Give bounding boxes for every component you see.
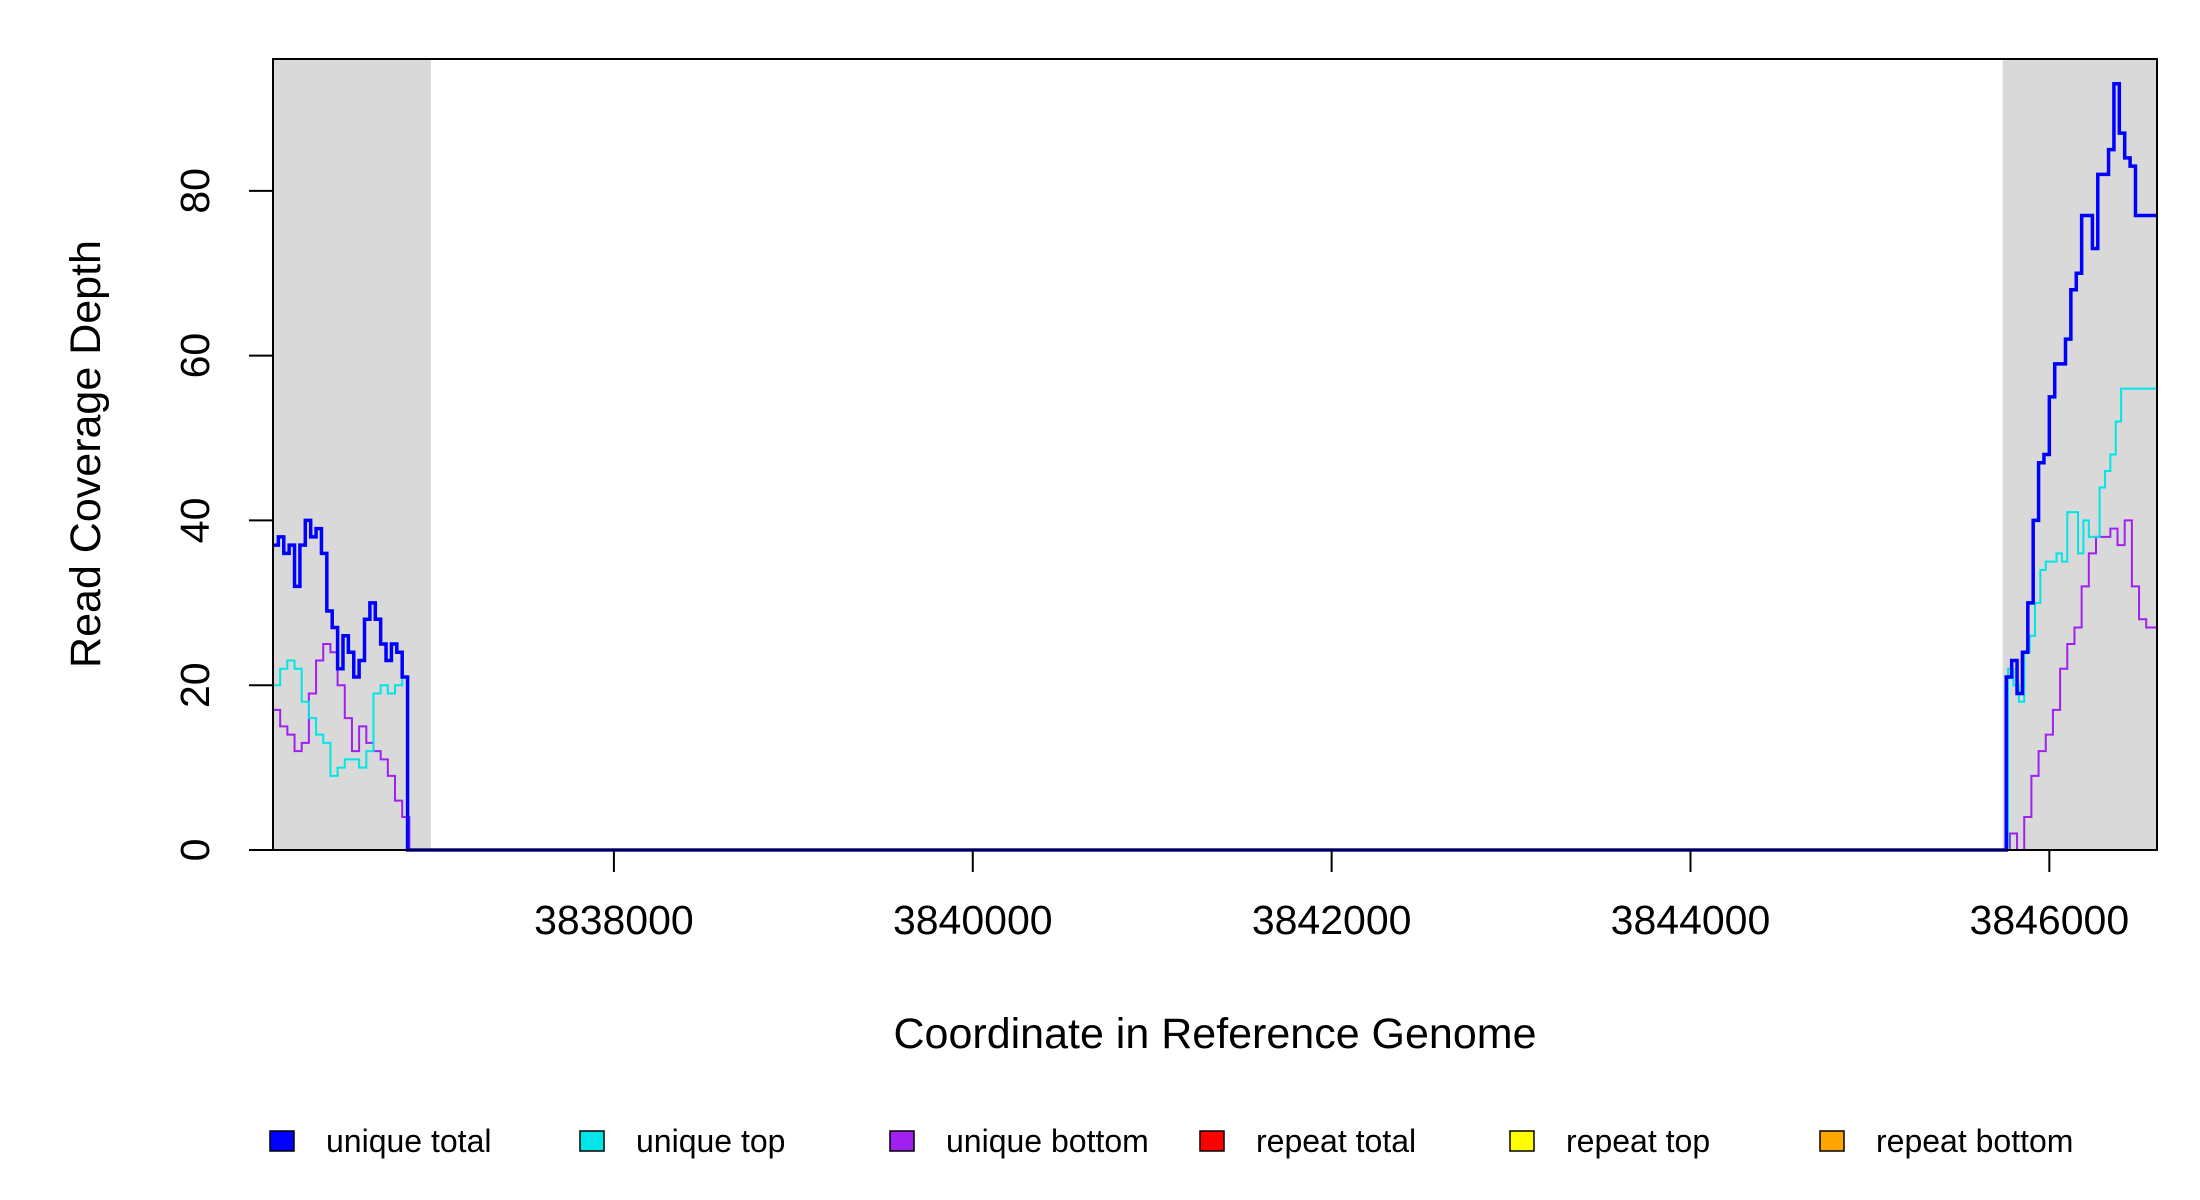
legend-item: unique total xyxy=(269,1123,491,1159)
legend-label: repeat bottom xyxy=(1876,1123,2073,1159)
x-tick-label: 3840000 xyxy=(893,897,1053,943)
axes-layer: 3838000 3840000 3842000 3844000 3846000 0 20 40… xyxy=(172,58,2158,943)
legend-label: unique bottom xyxy=(946,1123,1149,1159)
legend: unique total unique top unique bottom repea… xyxy=(269,1123,2073,1159)
y-tick-label: 0 xyxy=(172,839,218,862)
series-unique-bottom xyxy=(273,519,2157,851)
legend-label: repeat top xyxy=(1566,1123,1710,1159)
legend-item: repeat bottom xyxy=(1819,1123,2073,1159)
x-tick-label: 3838000 xyxy=(534,897,694,943)
y-axis-label: Read Coverage Depth xyxy=(62,240,110,668)
x-axis-label: Coordinate in Reference Genome xyxy=(894,1010,1537,1058)
shaded-region-1 xyxy=(2002,59,2157,850)
legend-swatch xyxy=(1509,1130,1535,1152)
legend-swatch xyxy=(1819,1130,1845,1152)
legend-item: repeat total xyxy=(1199,1123,1416,1159)
y-tick-label: 80 xyxy=(172,168,218,214)
legend-label: unique top xyxy=(636,1123,785,1159)
series-layer xyxy=(273,81,2157,852)
x-tick-label: 3846000 xyxy=(1970,897,2130,943)
legend-item: repeat top xyxy=(1509,1123,1710,1159)
legend-item: unique bottom xyxy=(889,1123,1149,1159)
plot-background xyxy=(273,59,2157,850)
plot-frame xyxy=(272,58,2158,851)
y-tick-label: 40 xyxy=(172,498,218,544)
legend-swatch xyxy=(1199,1130,1225,1152)
series-unique-total xyxy=(273,81,2157,852)
series-unique-top xyxy=(273,387,2157,851)
x-tick-label: 3842000 xyxy=(1252,897,1412,943)
y-tick-label: 60 xyxy=(172,333,218,379)
x-tick-label: 3844000 xyxy=(1611,897,1771,943)
legend-swatch xyxy=(269,1130,295,1152)
legend-item: unique top xyxy=(579,1123,785,1159)
legend-label: repeat total xyxy=(1256,1123,1416,1159)
y-tick-label: 20 xyxy=(172,662,218,708)
legend-swatch xyxy=(579,1130,605,1152)
legend-swatch xyxy=(889,1130,915,1152)
legend-label: unique total xyxy=(326,1123,491,1159)
